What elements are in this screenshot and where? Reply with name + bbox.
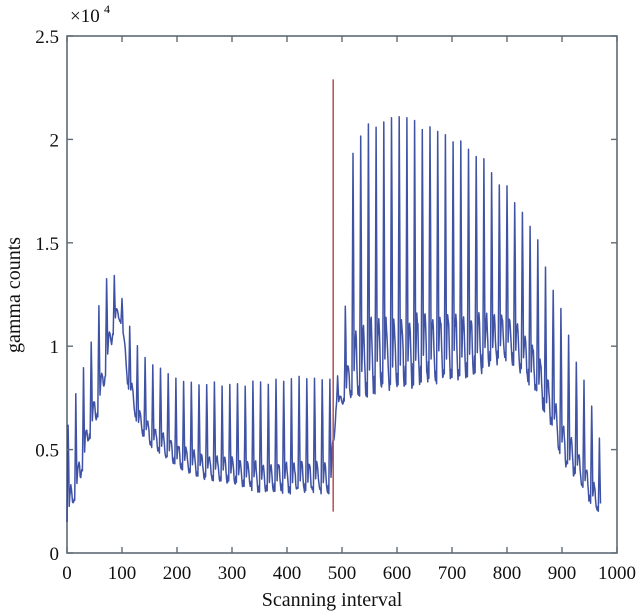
y-axis-ticks: 0 0.5 1 1.5 2 2.5 [35,27,617,565]
x-tick-label: 0 [62,563,72,584]
x-tick-label: 900 [548,563,577,584]
x-axis-ticks: 0 100 200 300 400 500 600 700 800 900 1000 [62,36,636,584]
y-axis-title: gamma counts [3,237,25,353]
y-tick-label: 2.5 [35,27,59,48]
x-tick-label: 100 [108,563,137,584]
x-tick-label: 1000 [598,563,636,584]
y-multiplier-base: ×10 [70,6,100,27]
plot-frame [66,35,618,554]
y-multiplier-exponent: 4 [104,2,110,16]
x-tick-label: 300 [218,563,247,584]
x-tick-label: 700 [438,563,467,584]
y-tick-label: 0 [50,544,60,565]
y-tick-label: 2 [50,130,60,151]
y-tick-label: 0.5 [35,441,59,462]
x-tick-label: 600 [383,563,412,584]
x-tick-label: 400 [273,563,302,584]
x-tick-label: 800 [493,563,522,584]
y-tick-label: 1 [50,337,60,358]
x-tick-label: 500 [328,563,357,584]
x-axis-title: Scanning interval [262,589,403,611]
y-multiplier: ×10 4 [70,2,110,27]
y-tick-label: 1.5 [35,234,59,255]
plot-area: 0 100 200 300 400 500 600 700 800 900 1000 0 0.5 1 1.… [35,27,636,584]
x-tick-label: 200 [163,563,192,584]
